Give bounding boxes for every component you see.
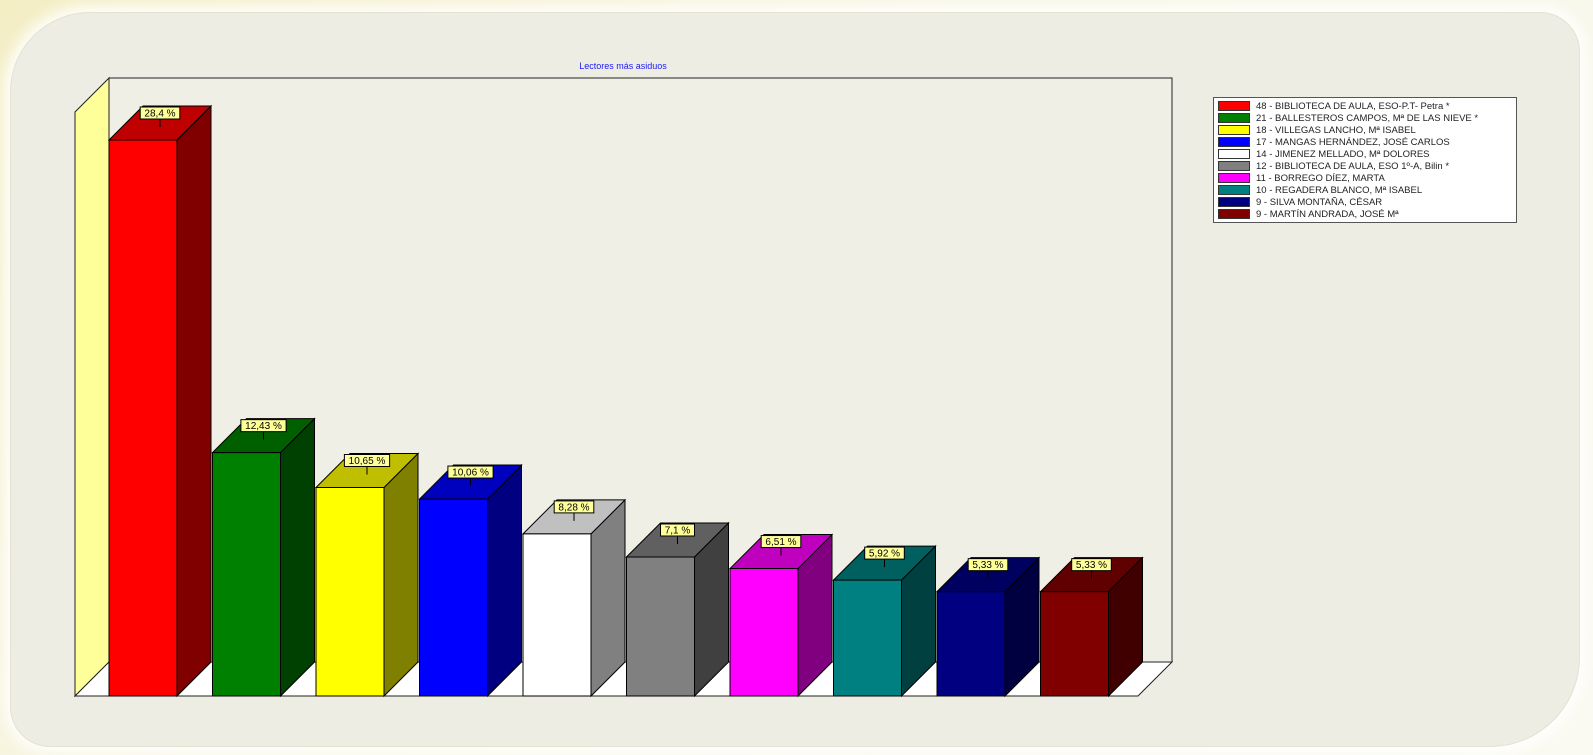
legend-swatch <box>1218 137 1250 147</box>
data-label-box <box>1071 558 1112 572</box>
legend-label: 17 - MANGAS HERNÁNDEZ, JOSÉ CARLOS <box>1256 136 1450 148</box>
legend-swatch <box>1218 113 1250 123</box>
legend-label: 21 - BALLESTEROS CAMPOS, Mª DE LAS NIEVE… <box>1256 112 1479 124</box>
bar <box>625 521 730 698</box>
legend-item: 12 - BIBLIOTECA DE AULA, ESO 1º-A, Bilin… <box>1214 160 1516 172</box>
bar-front-face <box>936 591 1006 697</box>
legend-label: 11 - BORREGO DÍEZ, MARTA <box>1256 172 1385 184</box>
data-label-text: 8,28 % <box>558 502 589 513</box>
bar <box>418 463 523 698</box>
bar <box>521 498 627 698</box>
legend-label: 14 - JIMENEZ MELLADO, Mª DOLORES <box>1256 148 1430 160</box>
bar <box>211 417 316 698</box>
data-label-box <box>760 535 802 549</box>
legend-item: 21 - BALLESTEROS CAMPOS, Mª DE LAS NIEVE… <box>1214 112 1516 124</box>
bar-front-face <box>833 579 902 697</box>
data-label-text: 6,51 % <box>765 537 796 548</box>
legend-swatch <box>1218 173 1250 183</box>
bar-front-face <box>522 533 592 697</box>
data-label-text: 7,1 % <box>665 526 691 537</box>
legend-item: 18 - VILLEGAS LANCHO, Mª ISABEL <box>1214 124 1516 136</box>
data-label: 6,51 % <box>760 535 802 556</box>
data-label: 5,92 % <box>864 546 905 568</box>
data-label-text: 10,65 % <box>349 456 386 467</box>
legend: 48 - BIBLIOTECA DE AULA, ESO-P.T- Petra … <box>1213 97 1517 223</box>
legend-swatch <box>1218 101 1250 111</box>
bar <box>107 104 213 698</box>
legend-item: 9 - MARTÍN ANDRADA, JOSÉ Mª <box>1214 208 1516 220</box>
plot-left-wall <box>74 76 110 698</box>
legend-item: 9 - SILVA MONTAÑA, CÉSAR <box>1214 196 1516 208</box>
data-label-text: 10,06 % <box>452 468 489 479</box>
data-label: 10,06 % <box>447 465 494 487</box>
data-label: 12,43 % <box>240 419 287 440</box>
legend-swatch <box>1218 149 1250 159</box>
bar <box>728 533 834 698</box>
bar <box>935 556 1041 698</box>
data-label-box <box>967 558 1009 572</box>
data-label-text: 5,33 % <box>1076 560 1107 571</box>
legend-label: 18 - VILLEGAS LANCHO, Mª ISABEL <box>1256 124 1416 136</box>
data-label: 5,33 % <box>1071 558 1112 579</box>
legend-label: 10 - REGADERA BLANCO, Mª ISABEL <box>1256 184 1423 196</box>
bar-front-face <box>212 452 281 697</box>
bar-front-face <box>108 139 178 697</box>
data-label-box <box>240 419 287 433</box>
legend-label: 9 - MARTÍN ANDRADA, JOSÉ Mª <box>1256 208 1399 220</box>
data-label-text: 28,4 % <box>144 109 175 120</box>
bar-side-face <box>487 463 522 698</box>
data-label-box <box>447 465 494 479</box>
data-label-box <box>660 523 695 537</box>
legend-swatch <box>1218 209 1250 219</box>
data-label: 7,1 % <box>660 523 695 544</box>
bar-side-face <box>280 417 315 698</box>
bar-front-face <box>729 568 799 697</box>
legend-item: 10 - REGADERA BLANCO, Mª ISABEL <box>1214 184 1516 196</box>
legend-label: 9 - SILVA MONTAÑA, CÉSAR <box>1256 196 1383 208</box>
data-label-text: 12,43 % <box>245 421 282 432</box>
bar <box>832 544 937 698</box>
legend-item: 48 - BIBLIOTECA DE AULA, ESO-P.T- Petra … <box>1214 100 1516 112</box>
data-label: 28,4 % <box>139 106 181 127</box>
legend-swatch <box>1218 185 1250 195</box>
legend-item: 11 - BORREGO DÍEZ, MARTA <box>1214 172 1516 184</box>
data-label: 8,28 % <box>553 500 595 521</box>
data-label-box <box>139 106 181 120</box>
bar-front-face <box>315 487 385 697</box>
legend-label: 12 - BIBLIOTECA DE AULA, ESO 1º-A, Bilin… <box>1256 160 1450 172</box>
bar-side-face <box>176 104 212 698</box>
data-label-group: 28,4 % 12,43 % 10,65 % 10,06 % 8,28 % 7,1 % 6,… <box>139 106 1112 579</box>
legend-item: 17 - MANGAS HERNÁNDEZ, JOSÉ CARLOS <box>1214 136 1516 148</box>
bar <box>314 452 420 698</box>
bar-side-face <box>383 452 419 698</box>
data-label-text: 5,33 % <box>972 560 1003 571</box>
bar-group <box>107 104 1144 698</box>
legend-label: 48 - BIBLIOTECA DE AULA, ESO-P.T- Petra … <box>1256 100 1450 112</box>
bar-front-face <box>1040 591 1109 697</box>
legend-swatch <box>1218 197 1250 207</box>
legend-swatch <box>1218 161 1250 171</box>
bar-front-face <box>626 556 695 697</box>
data-label: 10,65 % <box>343 454 391 475</box>
bar-front-face <box>419 498 488 697</box>
legend-item: 14 - JIMENEZ MELLADO, Mª DOLORES <box>1214 148 1516 160</box>
data-label-box <box>864 546 905 560</box>
data-label: 5,33 % <box>967 558 1009 579</box>
chart-title: Lectores más asiduos <box>579 61 667 71</box>
data-label-box <box>343 454 391 467</box>
data-label-text: 5,92 % <box>869 549 900 560</box>
data-label-box <box>553 500 595 514</box>
legend-swatch <box>1218 125 1250 135</box>
